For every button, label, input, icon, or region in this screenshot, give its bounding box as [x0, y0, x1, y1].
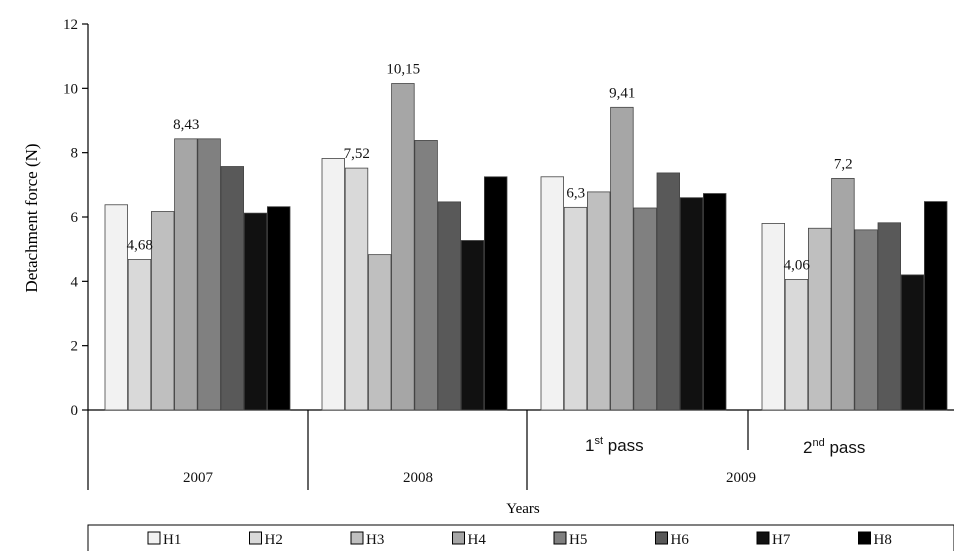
bar-1st-pass-H5: [633, 207, 657, 411]
x-axis-title: Years: [506, 501, 540, 517]
legend-frame: [87, 524, 954, 551]
bar-2008-H4: [391, 83, 415, 411]
data-labels: 4,68 8,43 7,52 10,15 6,3 9,41 4,06 7,2: [127, 62, 853, 274]
bar-1st-pass-H6: [656, 172, 681, 411]
bar-2008-H8: [483, 176, 508, 411]
pass-label-suffix: st: [594, 435, 603, 447]
bar-2007-H3: [150, 211, 175, 411]
legend-swatch-H3: [350, 531, 364, 545]
bar-2007-H2: [127, 259, 152, 411]
y-tick-label: 12: [63, 17, 78, 33]
y-tick-label: 8: [71, 146, 79, 162]
legend-label-H7: H7: [772, 532, 791, 548]
year-label: 2008: [403, 470, 433, 486]
bar-2nd-pass-H6: [877, 222, 902, 411]
bar-1st-pass-H2: [563, 206, 588, 411]
data-label: 9,41: [609, 85, 635, 101]
legend-label-H1: H1: [163, 532, 181, 548]
bar-2nd-pass-H3: [808, 227, 832, 411]
bar-1st-pass-H1: [540, 176, 565, 411]
bar-2007-H5: [197, 138, 221, 411]
y-tick-label: 4: [71, 274, 79, 290]
bar-1st-pass-H8: [703, 193, 727, 411]
legend-swatch-H5: [553, 531, 567, 545]
legend-swatch-H6: [655, 531, 668, 545]
bar-2nd-pass-H7: [900, 274, 925, 411]
data-label: 6,3: [566, 185, 585, 201]
bar-2008-H3: [367, 254, 392, 411]
legend-label-H2: H2: [265, 532, 283, 548]
legend-label-H3: H3: [366, 532, 384, 548]
pass-label-word: pass: [603, 436, 644, 455]
bar-2008-H7: [460, 240, 485, 411]
bar-2nd-pass-H8: [924, 201, 948, 411]
pass-label-number: 2: [803, 438, 812, 457]
data-label: 4,68: [127, 237, 153, 253]
legend-swatch-H2: [249, 531, 262, 545]
bar-1st-pass-H4: [610, 106, 634, 411]
bar-2007-H8: [266, 206, 291, 411]
year-label: 2007: [183, 470, 214, 486]
legend-label-H4: H4: [468, 532, 487, 548]
bar-2nd-pass-H2: [784, 279, 809, 411]
data-label: 7,52: [344, 146, 370, 162]
data-label: 8,43: [173, 117, 199, 133]
bar-2008-H1: [321, 158, 346, 411]
data-label: 7,2: [834, 156, 853, 172]
legend-swatch-H7: [756, 531, 770, 545]
y-axis-title: Detachment force (N): [22, 143, 41, 292]
pass-label: 1st pass: [585, 435, 644, 455]
legend-swatch-H8: [858, 531, 871, 545]
bar-1st-pass-H7: [679, 197, 704, 411]
pass-label-number: 1: [585, 436, 594, 455]
bar-2008-H5: [414, 140, 438, 411]
data-label: 4,06: [784, 257, 811, 273]
data-label: 10,15: [386, 62, 420, 78]
bar-2nd-pass-H1: [761, 223, 786, 411]
bar-2007-H4: [174, 138, 198, 411]
pass-label-word: pass: [825, 438, 866, 457]
bar-2008-H2: [344, 167, 369, 411]
bar-2008-H6: [437, 201, 462, 411]
y-tick-label: 6: [71, 210, 79, 226]
y-tick-label: 2: [71, 339, 79, 355]
pass-label-suffix: nd: [812, 437, 824, 449]
legend-swatch-H1: [147, 531, 161, 545]
legend-label-H6: H6: [671, 532, 690, 548]
legend-swatch-H4: [452, 531, 465, 545]
bar-1st-pass-H3: [587, 191, 611, 411]
y-tick-label: 10: [63, 81, 78, 97]
bar-2nd-pass-H5: [854, 229, 878, 411]
legend-label-H8: H8: [874, 532, 892, 548]
bar-2007-H6: [220, 166, 245, 411]
y-tick-label: 0: [71, 403, 79, 419]
bars: [104, 83, 948, 411]
pass-label: 2nd pass: [803, 437, 865, 457]
legend: H1 H2 H3 H4 H5 H6 H7 H8: [87, 524, 954, 551]
bar-2007-H7: [243, 212, 268, 411]
legend-label-H5: H5: [569, 532, 587, 548]
year-label: 2009: [726, 470, 756, 486]
bar-2007-H1: [104, 204, 129, 411]
bar-2nd-pass-H4: [831, 177, 855, 411]
